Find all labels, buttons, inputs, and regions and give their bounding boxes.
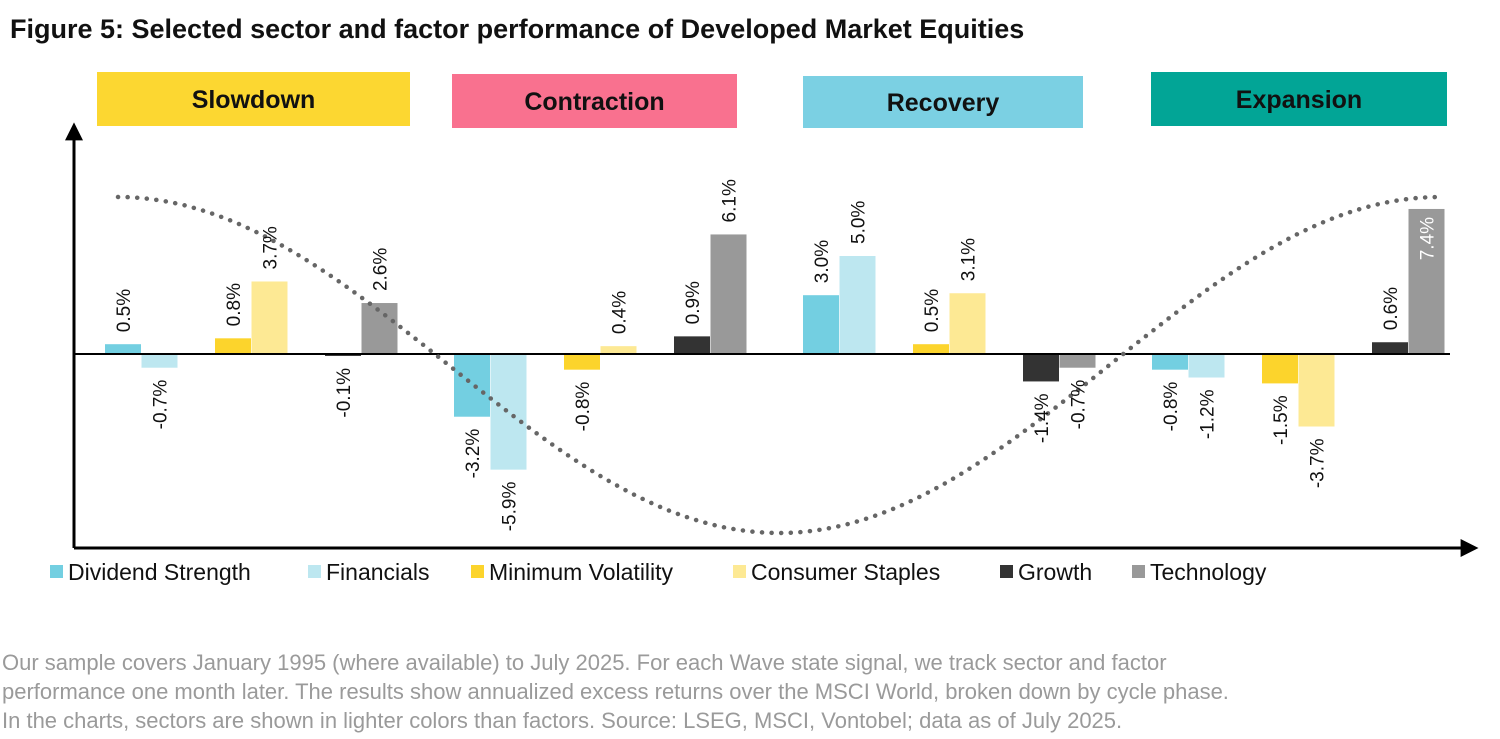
legend-swatch-financials [308,565,321,578]
bar-contraction-technology [710,234,747,354]
chart: Slowdown Contraction Recovery Expansion 0.5… [50,72,1479,585]
bar-slowdown-technology [361,303,398,354]
bar-recovery-minimum-volatility [913,344,949,354]
legend-label-consumer-staples: Consumer Staples [751,559,940,585]
bar-expansion-minimum-volatility [1262,354,1298,384]
bar-expansion-growth [1372,342,1408,354]
data-label-expansion-financials: -1.2% [1198,389,1219,439]
bar-contraction-consumer-staples [600,346,637,354]
data-label-expansion-technology: 7.4% [1418,217,1439,260]
data-label-recovery-dividend-strength: 3.0% [812,240,833,283]
bar-recovery-growth [1023,354,1059,382]
legend-swatch-minimum-volatility [471,565,484,578]
phase-box-slowdown [97,72,410,126]
data-label-contraction-technology: 6.1% [720,179,741,222]
data-label-contraction-consumer-staples: 0.4% [610,291,631,334]
legend-swatch-consumer-staples [733,565,746,578]
bar-expansion-technology [1408,208,1445,354]
legend-label-technology: Technology [1150,559,1267,585]
data-label-contraction-growth: 0.9% [683,281,704,324]
bar-recovery-financials [839,256,876,354]
data-label-expansion-minimum-volatility: -1.5% [1271,395,1292,445]
bar-slowdown-consumer-staples [251,281,288,354]
phase-label-contraction: Contraction [524,88,664,116]
phase-label-expansion: Expansion [1236,86,1362,114]
footnote-line: Our sample covers January 1995 (where av… [2,650,1167,675]
phase-box-expansion [1151,72,1447,126]
bar-contraction-minimum-volatility [564,354,600,370]
bar-recovery-consumer-staples [949,293,986,354]
phase-box-contraction [452,74,737,128]
bar-recovery-dividend-strength [803,295,839,354]
data-label-recovery-growth: -1.4% [1032,393,1053,443]
bar-expansion-consumer-staples [1298,354,1335,427]
data-label-expansion-dividend-strength: -0.8% [1161,382,1182,432]
data-label-recovery-consumer-staples: 3.1% [959,238,980,281]
bar-expansion-dividend-strength [1152,354,1188,370]
bar-contraction-financials [490,354,527,470]
bar-contraction-dividend-strength [454,354,490,417]
data-label-contraction-financials: -5.9% [500,482,521,532]
data-label-recovery-technology: -0.7% [1069,380,1090,430]
legend-label-minimum-volatility: Minimum Volatility [489,559,674,585]
bar-slowdown-minimum-volatility [215,338,251,354]
data-label-slowdown-growth: -0.1% [334,368,355,418]
bar-expansion-financials [1188,354,1225,378]
data-label-expansion-growth: 0.6% [1381,287,1402,330]
data-label-slowdown-consumer-staples: 3.7% [261,226,282,269]
data-label-contraction-dividend-strength: -3.2% [463,429,484,479]
footnote: Our sample covers January 1995 (where av… [2,648,1497,735]
cycle-curve [115,194,1443,536]
legend-swatch-technology [1132,565,1145,578]
data-label-recovery-minimum-volatility: 0.5% [922,289,943,332]
data-label-slowdown-dividend-strength: 0.5% [114,289,135,332]
legend-label-growth: Growth [1018,559,1092,585]
bar-slowdown-dividend-strength [105,344,141,354]
data-label-recovery-financials: 5.0% [849,201,870,244]
phase-box-recovery [803,76,1083,128]
footnote-line: performance one month later. The results… [2,679,1229,704]
legend-swatch-dividend-strength [50,565,63,578]
footnote-line: In the charts, sectors are shown in ligh… [2,708,1123,733]
bar-recovery-technology [1059,354,1096,368]
data-label-slowdown-minimum-volatility: 0.8% [224,283,245,326]
bar-contraction-growth [674,336,710,354]
bar-slowdown-financials [141,354,178,368]
phase-label-recovery: Recovery [887,89,1000,117]
legend-label-financials: Financials [326,559,430,585]
data-label-contraction-minimum-volatility: -0.8% [573,382,594,432]
data-label-slowdown-financials: -0.7% [151,380,172,430]
figure-title: Figure 5: Selected sector and factor per… [10,14,1025,44]
legend-label-dividend-strength: Dividend Strength [68,559,251,585]
data-label-slowdown-technology: 2.6% [371,248,392,291]
data-label-expansion-consumer-staples: -3.7% [1308,438,1329,488]
legend-swatch-growth [1000,565,1013,578]
phase-label-slowdown: Slowdown [192,86,316,114]
